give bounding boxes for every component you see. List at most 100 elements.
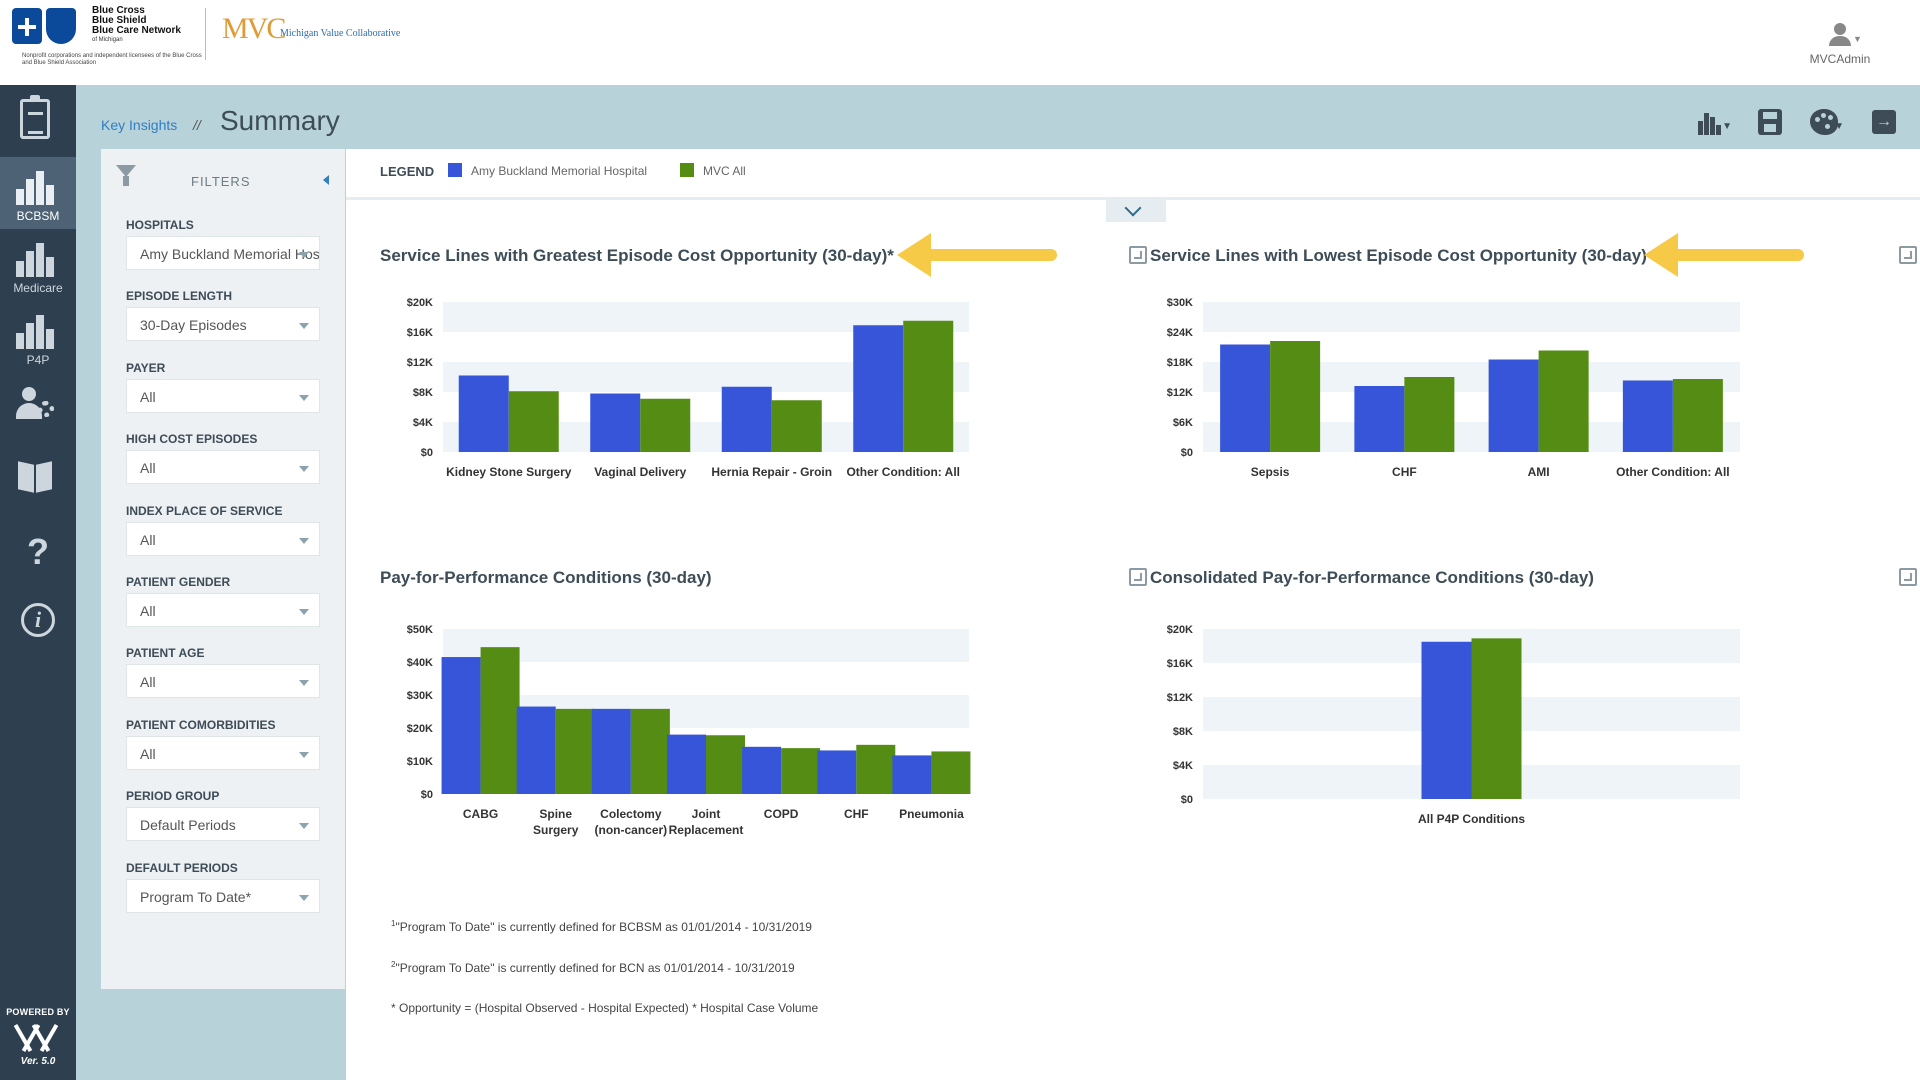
filter-column: FILTERS HOSPITALS Amy Buckland Memorial H… [76, 149, 346, 1080]
version-label: Ver. 5.0 [20, 1056, 56, 1067]
bar-mvc [555, 708, 595, 794]
chart-type-button[interactable]: ▼ [1696, 107, 1732, 137]
chevron-down-icon [299, 252, 309, 258]
bar-hospital [667, 734, 706, 794]
nav-item-admin[interactable] [0, 373, 76, 445]
filters-panel: FILTERS HOSPITALS Amy Buckland Memorial H… [101, 149, 345, 989]
collapse-filters-icon[interactable] [323, 175, 329, 185]
filter-select[interactable]: All [126, 378, 320, 413]
y-tick-label: $10K [407, 756, 433, 768]
bar-chart-icon [16, 171, 56, 205]
y-tick-label: $16K [1167, 658, 1193, 670]
y-tick-label: $40K [407, 657, 433, 669]
left-nav: BCBSM Medicare P4P ? i POWERED BY [0, 85, 76, 1080]
filter-select[interactable]: Amy Buckland Memorial Hospital [126, 236, 320, 270]
y-tick-label: $0 [421, 789, 433, 801]
chevron-down-icon: ▼ [1834, 121, 1844, 132]
filter-select[interactable]: All [126, 664, 320, 699]
nav-item-help[interactable]: ? [0, 517, 76, 589]
bar-hospital [817, 750, 857, 794]
x-category-label: Colectomy (non-cancer) [595, 807, 668, 837]
filter-select[interactable]: All [126, 450, 320, 485]
exit-icon: → [1872, 110, 1896, 134]
filter-label: INDEX PLACE OF SERVICE [126, 503, 283, 518]
user-menu[interactable]: ▼ MVCAdmin [1800, 20, 1880, 76]
nav-item-p4p[interactable]: P4P [0, 301, 76, 373]
filter-select[interactable]: Default Periods [126, 807, 320, 842]
filter-select-value: Amy Buckland Memorial Hospital [140, 246, 320, 262]
filter-select-value: Default Periods [140, 817, 236, 834]
filter-select-value: All [140, 745, 156, 762]
y-tick-label: $0 [1181, 794, 1193, 806]
breadcrumb-separator: // [193, 117, 201, 133]
chart-title: Consolidated Pay-for-Performance Conditi… [1150, 568, 1594, 587]
filter-select[interactable]: All [126, 593, 320, 627]
expand-icon[interactable] [1129, 568, 1147, 586]
x-category-label: CHF [844, 807, 869, 821]
bcbs-fine-print: Nonprofit corporations and independent l… [22, 53, 202, 66]
y-tick-label: $20K [407, 297, 433, 309]
bcbs-logo: Blue Cross Blue Shield Blue Care Network… [12, 5, 202, 70]
chart-greatest-opportunity: Service Lines with Greatest Episode Cost… [380, 233, 1147, 566]
chevron-down-icon [299, 751, 309, 758]
bar-hospital [892, 755, 932, 794]
y-tick-label: $4K [1173, 760, 1193, 772]
filter-select-value: All [140, 603, 156, 619]
bar-mvc [640, 398, 691, 452]
expand-icon[interactable] [1899, 568, 1917, 586]
chart-p4p-conditions: Pay-for-Performance Conditions (30-day) … [380, 568, 1147, 868]
y-tick-label: $20K [407, 723, 433, 735]
nav-item-reports[interactable] [0, 85, 76, 157]
expand-icon[interactable] [1899, 246, 1917, 264]
chevron-down-icon [299, 894, 309, 901]
y-tick-label: $16K [407, 327, 433, 339]
filter-select[interactable]: All [126, 735, 320, 770]
y-tick-label: $24K [1167, 327, 1193, 339]
y-tick-label: $50K [407, 624, 433, 636]
mvc-logo: MVC Michigan Value Collaborative [222, 6, 412, 56]
expand-icon[interactable] [1129, 246, 1147, 264]
exit-button[interactable]: → [1866, 107, 1900, 137]
save-button[interactable] [1754, 107, 1788, 137]
chevron-down-icon [299, 537, 309, 544]
logo-divider [205, 8, 206, 60]
bar-chart-icon [16, 315, 56, 349]
bcbs-brand-text: Blue Cross Blue Shield Blue Care Network [92, 5, 181, 36]
powered-by-label: POWERED BY [6, 1007, 70, 1017]
legend-label-mvc: MVC All [703, 164, 746, 178]
nav-item-medicare[interactable]: Medicare [0, 229, 76, 301]
bar-hospital [590, 393, 641, 452]
breadcrumb-link-key-insights[interactable]: Key Insights [101, 117, 178, 133]
filters-title: FILTERS [191, 174, 251, 189]
bar-chart-icon [16, 243, 56, 277]
x-category-label: Kidney Stone Surgery [446, 465, 572, 479]
nav-item-bcbsm[interactable]: BCBSM [0, 157, 76, 229]
nav-item-guide[interactable] [0, 445, 76, 517]
filter-label: PATIENT COMORBIDITIES [126, 717, 276, 732]
bar-hospital [516, 706, 556, 794]
filter-select[interactable]: All [126, 521, 320, 556]
bar-hospital [1622, 380, 1673, 452]
user-name[interactable]: MVCAdmin [1809, 52, 1871, 66]
chart-title: Service Lines with Greatest Episode Cost… [380, 246, 894, 265]
x-category-label: CABG [463, 807, 498, 821]
x-category-label: Vaginal Delivery [594, 465, 686, 479]
chevron-down-icon [299, 680, 309, 687]
user-icon[interactable]: ▼ [1825, 20, 1862, 50]
breadcrumb-bar: Key Insights // Summary ▼ ▼ → [76, 85, 1920, 149]
collapse-legend-button[interactable] [1106, 199, 1166, 222]
chart-title: Pay-for-Performance Conditions (30-day) [380, 568, 712, 587]
book-icon [18, 463, 54, 491]
filter-select[interactable]: 30-Day Episodes [126, 307, 320, 342]
bar-mvc [1471, 638, 1522, 799]
filter-select[interactable]: Program To Date* [126, 878, 320, 913]
y-tick-label: $4K [413, 417, 433, 429]
x-category-label: Other Condition: All [1616, 465, 1730, 479]
footnote: 1"Program To Date" is currently defined … [391, 919, 812, 934]
nav-item-info[interactable]: i [0, 589, 76, 661]
y-tick-label: $18K [1167, 357, 1193, 369]
filter-select-value: 30-Day Episodes [140, 317, 247, 334]
footnote: 2"Program To Date" is currently defined … [391, 960, 795, 975]
bcbs-brand-sub: of Michigan [92, 37, 123, 43]
palette-button[interactable]: ▼ [1808, 107, 1844, 137]
